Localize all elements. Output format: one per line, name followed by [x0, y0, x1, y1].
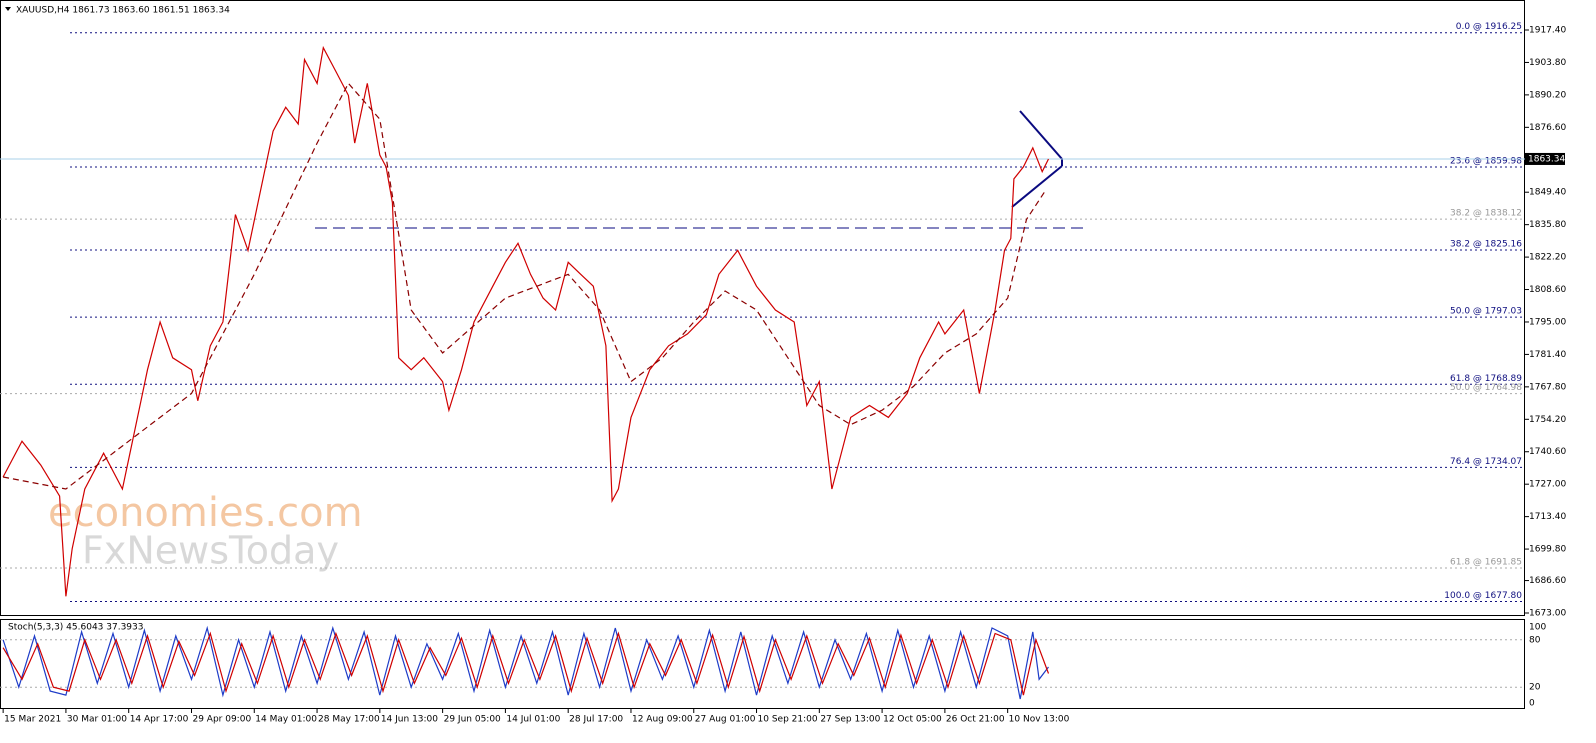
y-tick-label: 1754.20	[1529, 415, 1566, 425]
x-tick-label: 14 Jun 13:00	[381, 715, 438, 725]
y-tick-label: 1876.60	[1529, 123, 1566, 133]
symbol-header: XAUUSD,H4 1861.73 1863.60 1861.51 1863.3…	[16, 6, 230, 16]
y-tick-label: 1835.80	[1529, 220, 1566, 230]
indicator-tick-label: 0	[1529, 699, 1535, 709]
watermark: FxNewsToday	[82, 529, 339, 573]
x-tick-label: 12 Aug 09:00	[632, 715, 693, 725]
x-tick-label: 27 Aug 01:00	[695, 715, 756, 725]
current-price-box	[1525, 152, 1565, 165]
y-tick-label: 1699.80	[1529, 545, 1566, 555]
fib-label: 50.0 @ 1797.03	[1450, 307, 1522, 317]
main-frame	[0, 0, 1525, 616]
indicator-tick-label: 100	[1529, 623, 1546, 633]
fib-label: 100.0 @ 1677.80	[1444, 591, 1522, 601]
price-line	[2, 82, 1046, 490]
x-tick-label: 14 May 01:00	[255, 715, 317, 725]
indicator-label: Stoch(5,3,3) 45.6043 37.3933	[8, 623, 143, 633]
fib-label: 0.0 @ 1916.25	[1456, 22, 1522, 32]
y-tick-label: 1781.40	[1529, 350, 1566, 360]
fib-label: 38.2 @ 1825.16	[1450, 240, 1522, 250]
y-tick-label: 1890.20	[1529, 90, 1566, 100]
y-tick-label: 1917.40	[1529, 26, 1566, 36]
y-tick-label: 1903.80	[1529, 58, 1566, 68]
indicator-tick-label: 80	[1529, 635, 1541, 645]
y-tick-label: 1673.00	[1529, 609, 1566, 619]
indicator-frame	[0, 619, 1525, 709]
x-tick-label: 28 May 17:00	[318, 715, 380, 725]
fib-label-secondary: 50.0 @ 1764.98	[1450, 383, 1522, 393]
y-tick-label: 1808.60	[1529, 285, 1566, 295]
y-tick-label: 1795.00	[1529, 317, 1566, 327]
y-tick-label: 1713.40	[1529, 512, 1566, 522]
y-tick-label: 1740.60	[1529, 447, 1566, 457]
x-tick-label: 28 Jul 17:00	[569, 715, 623, 725]
x-tick-label: 14 Jul 01:00	[506, 715, 560, 725]
x-tick-label: 10 Sep 21:00	[758, 715, 818, 725]
x-tick-label: 26 Oct 21:00	[946, 715, 1005, 725]
triangle-line	[1019, 110, 1063, 160]
fib-label: 23.6 @ 1859.98	[1450, 156, 1522, 166]
x-tick-label: 29 Jun 05:00	[444, 715, 501, 725]
menu-arrow	[5, 7, 11, 11]
y-tick-label: 1822.20	[1529, 253, 1566, 263]
fib-label: 76.4 @ 1734.07	[1450, 457, 1522, 467]
x-tick-label: 29 Apr 09:00	[192, 715, 251, 725]
fib-label-secondary: 61.8 @ 1691.85	[1450, 558, 1522, 568]
indicator-tick-label: 20	[1529, 683, 1541, 693]
triangle-line	[1011, 165, 1063, 208]
y-tick-label: 1686.60	[1529, 576, 1566, 586]
current-price-label: 1863.34	[1528, 154, 1565, 164]
y-tick-label: 1727.00	[1529, 480, 1566, 490]
watermark: economies.com	[48, 490, 363, 536]
x-tick-label: 10 Nov 13:00	[1009, 715, 1070, 725]
fib-label-secondary: 38.2 @ 1838.12	[1450, 209, 1522, 219]
price-line	[2, 625, 1049, 700]
y-tick-label: 1849.40	[1529, 188, 1566, 198]
x-tick-label: 15 Mar 2021	[4, 715, 61, 725]
fib-label: 61.8 @ 1768.89	[1450, 374, 1522, 384]
price-line	[2, 631, 1050, 696]
y-tick-label: 1767.80	[1529, 382, 1566, 392]
x-tick-label: 30 Mar 01:00	[67, 715, 127, 725]
price-line	[2, 45, 1050, 597]
x-tick-label: 14 Apr 17:00	[130, 715, 189, 725]
x-tick-label: 12 Oct 05:00	[883, 715, 942, 725]
x-tick-label: 27 Sep 13:00	[820, 715, 880, 725]
